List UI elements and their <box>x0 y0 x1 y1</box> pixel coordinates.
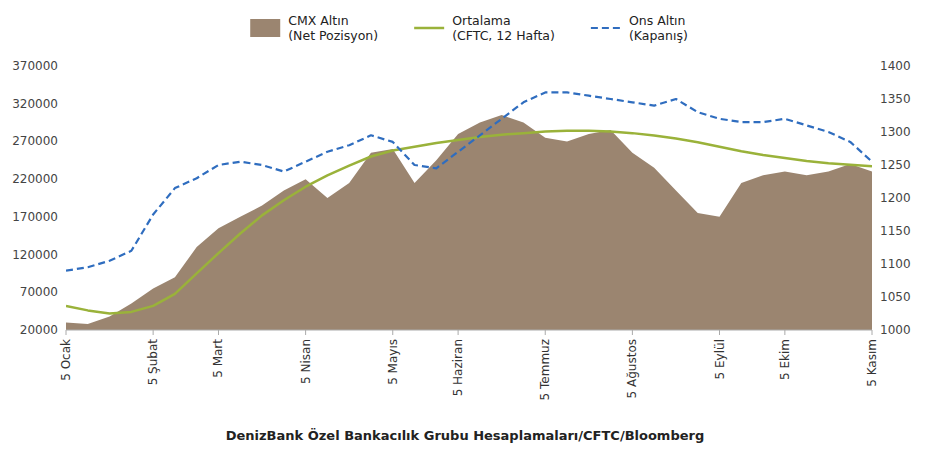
y2-tick-label: 1200 <box>880 191 911 205</box>
y2-tick-label: 1400 <box>880 59 911 73</box>
y-tick-label: 270000 <box>12 134 58 148</box>
x-tick <box>458 330 459 335</box>
x-tick-label: 5 Nisan <box>299 339 313 384</box>
x-tick-label: 5 Şubat <box>146 339 160 386</box>
y2-tick-label: 1100 <box>880 257 911 271</box>
background <box>0 0 930 450</box>
x-axis-label: DenizBank Özel Bankacılık Grubu Hesaplam… <box>226 428 705 443</box>
legend-label: Ortalama(CFTC, 12 Hafta) <box>452 13 555 43</box>
x-tick <box>545 330 546 335</box>
x-tick-label: 5 Mayıs <box>386 339 400 385</box>
x-tick-label: 5 Eylül <box>713 339 727 379</box>
chart: 5 Ocak 5 Şubat 5 Mart 5 Nisan 5 Mayıs 5 Hazir… <box>0 0 930 450</box>
x-tick-label: 5 Ocak <box>59 339 73 381</box>
legend-item: Ons Altın(Kapanış) <box>591 13 688 43</box>
area <box>66 115 872 330</box>
line <box>66 92 872 270</box>
legend-item: CMX Altın(Net Pozisyon) <box>250 13 378 43</box>
x-tick-label: 5 Kasım <box>865 339 879 387</box>
x-tick <box>153 330 154 335</box>
y2-tick-label: 1250 <box>880 158 911 172</box>
legend-swatch <box>414 27 444 30</box>
x-tick <box>784 330 785 335</box>
y2-tick-label: 1000 <box>880 323 911 337</box>
x-tick <box>66 330 67 335</box>
x-tick-label: 5 Ağustos <box>625 339 639 398</box>
x-tick-label: 5 Temmuz <box>538 339 552 400</box>
x-tick <box>305 330 306 335</box>
y-tick-label: 320000 <box>12 97 58 111</box>
line <box>66 131 872 314</box>
y2-tick-label: 1300 <box>880 125 911 139</box>
y-tick-label: 170000 <box>12 210 58 224</box>
y-tick-label: 20000 <box>20 323 58 337</box>
legend: CMX Altın(Net Pozisyon) Ortalama(CFTC, 12… <box>250 13 688 43</box>
plot-area <box>66 92 872 330</box>
y2-tick-label: 1150 <box>880 224 911 238</box>
x-tick-label: 5 Ekim <box>778 339 792 380</box>
x-tick <box>632 330 633 335</box>
legend-swatch <box>591 27 621 29</box>
x-tick-label: 5 Mart <box>211 339 225 378</box>
x-tick <box>719 330 720 335</box>
legend-label: CMX Altın(Net Pozisyon) <box>288 13 378 43</box>
y-tick-label: 70000 <box>20 285 58 299</box>
x-tick <box>392 330 393 335</box>
x-tick-label: 5 Haziran <box>451 339 465 396</box>
legend-label: Ons Altın(Kapanış) <box>629 13 688 43</box>
x-tick <box>218 330 219 335</box>
y-tick-label: 120000 <box>12 248 58 262</box>
y-tick-label: 370000 <box>12 59 58 73</box>
y-tick-label: 220000 <box>12 172 58 186</box>
y2-tick-label: 1350 <box>880 92 911 106</box>
y2-tick-label: 1050 <box>880 290 911 304</box>
x-tick <box>872 330 873 335</box>
x-axis-line <box>66 330 872 331</box>
legend-swatch <box>250 19 280 37</box>
legend-item: Ortalama(CFTC, 12 Hafta) <box>414 13 555 43</box>
